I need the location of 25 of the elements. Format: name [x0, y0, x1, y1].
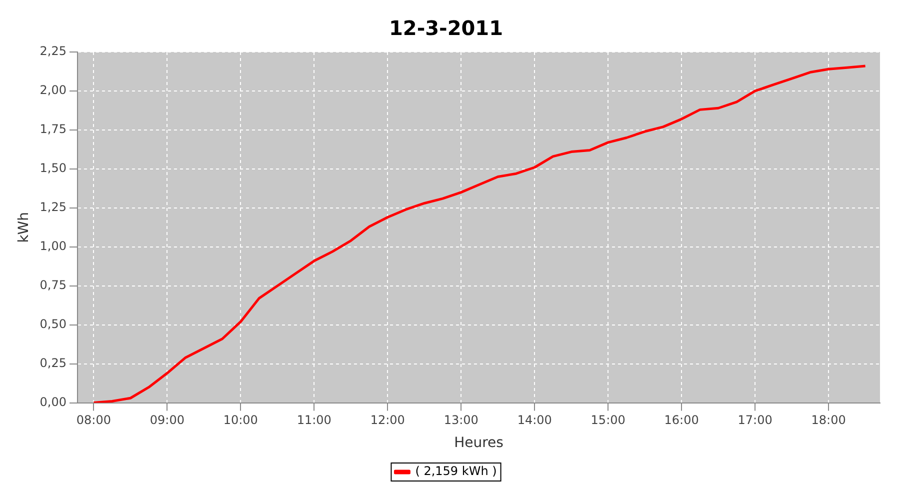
x-tick-label: 14:00 [517, 413, 552, 428]
y-tick-label: 2,00 [40, 83, 67, 98]
y-tick-label: 0,25 [40, 356, 67, 370]
y-tick-label: 2,25 [40, 44, 67, 58]
x-tick-label: 10:00 [223, 413, 258, 428]
x-tick-label: 18:00 [811, 413, 846, 428]
y-tick-label: 0,75 [40, 278, 67, 292]
x-tick-label: 13:00 [444, 413, 478, 428]
y-tick-label: 0,50 [40, 316, 67, 331]
legend-label: ( 2,159 kWh ) [415, 464, 497, 478]
x-axis-title: Heures [454, 435, 504, 452]
y-tick-label: 0,00 [40, 394, 67, 409]
chart-title: 12-3-2011 [388, 16, 504, 40]
x-tick-label: 08:00 [76, 413, 111, 428]
y-tick-label: 1,25 [40, 200, 67, 214]
x-tick-label: 09:00 [150, 413, 184, 428]
y-tick-label: 1,00 [40, 239, 67, 254]
x-tick-label: 12:00 [370, 413, 405, 428]
y-tick-label: 1,75 [40, 122, 67, 136]
x-tick-label: 15:00 [590, 413, 626, 428]
y-axis-title: kWh [16, 212, 32, 243]
y-tick-label: 1,50 [40, 161, 67, 176]
x-tick-label: 16:00 [664, 413, 699, 428]
x-tick-label: 17:00 [738, 413, 772, 428]
x-tick-label: 11:00 [296, 413, 332, 428]
